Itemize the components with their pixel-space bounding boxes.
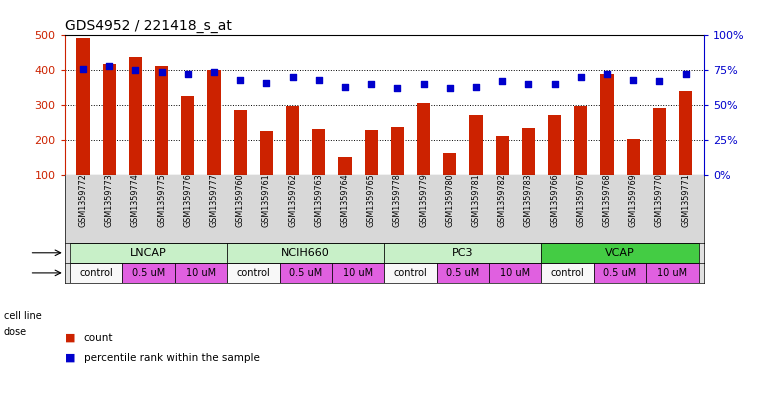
Text: 0.5 uM: 0.5 uM xyxy=(289,268,323,278)
Point xyxy=(182,71,194,77)
Bar xyxy=(155,66,168,174)
Bar xyxy=(489,263,542,283)
Point xyxy=(103,63,116,69)
Bar xyxy=(260,132,273,174)
Point xyxy=(522,81,534,87)
Text: NCIH660: NCIH660 xyxy=(282,248,330,258)
Bar xyxy=(495,136,509,174)
Point xyxy=(549,81,561,87)
Bar xyxy=(417,103,430,174)
Point xyxy=(208,68,220,75)
Text: PC3: PC3 xyxy=(452,248,473,258)
Bar xyxy=(600,73,613,174)
Bar xyxy=(653,108,666,174)
Bar xyxy=(542,263,594,283)
Point xyxy=(653,78,665,84)
Bar xyxy=(208,70,221,174)
Point xyxy=(287,74,299,80)
Bar xyxy=(234,110,247,174)
Text: percentile rank within the sample: percentile rank within the sample xyxy=(84,353,260,363)
Bar xyxy=(76,38,90,174)
Bar xyxy=(312,129,326,174)
Point xyxy=(129,67,142,73)
Text: ■: ■ xyxy=(65,353,75,363)
Point xyxy=(444,85,456,92)
Point xyxy=(575,74,587,80)
Point xyxy=(313,77,325,83)
Bar xyxy=(384,263,437,283)
Text: control: control xyxy=(79,268,113,278)
Point xyxy=(77,66,89,72)
Text: control: control xyxy=(237,268,270,278)
Text: 10 uM: 10 uM xyxy=(658,268,687,278)
Bar xyxy=(470,115,482,174)
Bar xyxy=(646,263,699,283)
Bar xyxy=(542,243,699,263)
Bar xyxy=(594,263,646,283)
Point xyxy=(260,79,272,86)
Point xyxy=(496,78,508,84)
Text: 0.5 uM: 0.5 uM xyxy=(603,268,637,278)
Bar xyxy=(175,263,227,283)
Text: count: count xyxy=(84,333,113,343)
Bar xyxy=(103,64,116,174)
Text: cell line: cell line xyxy=(4,311,42,321)
Text: 0.5 uM: 0.5 uM xyxy=(446,268,479,278)
Text: dose: dose xyxy=(4,327,27,337)
Bar xyxy=(391,127,404,174)
Bar xyxy=(548,116,561,174)
Point xyxy=(470,84,482,90)
Text: ■: ■ xyxy=(65,333,75,343)
Bar xyxy=(575,106,587,174)
Text: 10 uM: 10 uM xyxy=(343,268,373,278)
Bar xyxy=(332,263,384,283)
Bar xyxy=(70,243,227,263)
Bar xyxy=(129,57,142,174)
Point xyxy=(365,81,377,87)
Bar xyxy=(443,153,457,174)
Text: VCAP: VCAP xyxy=(605,248,635,258)
Text: GDS4952 / 221418_s_at: GDS4952 / 221418_s_at xyxy=(65,19,231,33)
Text: 10 uM: 10 uM xyxy=(500,268,530,278)
Point xyxy=(418,81,430,87)
Point xyxy=(234,77,247,83)
Point xyxy=(601,71,613,77)
Bar xyxy=(123,263,175,283)
Bar xyxy=(227,243,384,263)
Point xyxy=(391,85,403,92)
Bar xyxy=(339,156,352,174)
Text: 10 uM: 10 uM xyxy=(186,268,216,278)
Text: 0.5 uM: 0.5 uM xyxy=(132,268,165,278)
Bar xyxy=(384,243,542,263)
Bar xyxy=(365,130,377,174)
Bar xyxy=(679,91,693,174)
Point xyxy=(680,71,692,77)
Point xyxy=(627,77,639,83)
Point xyxy=(339,84,351,90)
Bar xyxy=(522,128,535,174)
Bar xyxy=(437,263,489,283)
Bar xyxy=(286,106,299,174)
Bar xyxy=(626,139,640,174)
Point xyxy=(155,68,167,75)
Bar xyxy=(227,263,279,283)
Text: control: control xyxy=(551,268,584,278)
Text: control: control xyxy=(393,268,428,278)
Text: LNCAP: LNCAP xyxy=(130,248,167,258)
Bar xyxy=(279,263,332,283)
Bar xyxy=(70,263,123,283)
Bar xyxy=(181,96,194,174)
